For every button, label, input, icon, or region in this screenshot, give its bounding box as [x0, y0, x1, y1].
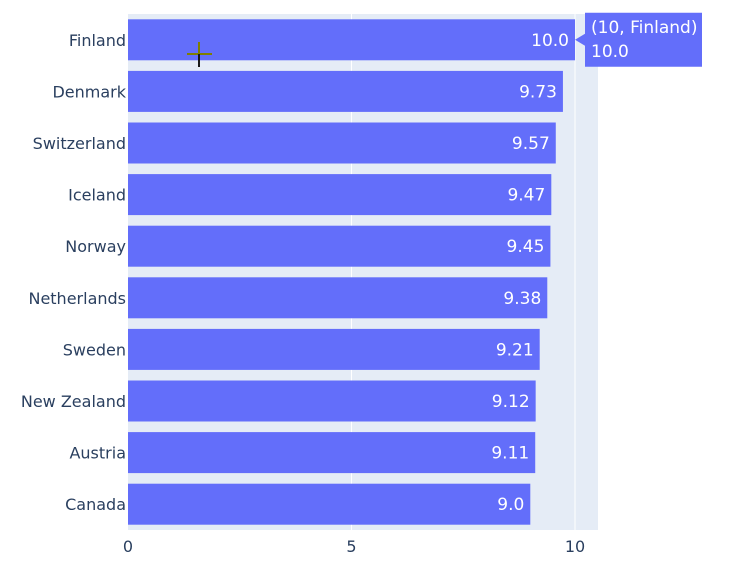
y-tick-label-denmark: Denmark — [52, 82, 126, 101]
y-tick-label-austria: Austria — [69, 444, 126, 463]
bar-switzerland[interactable] — [128, 122, 556, 164]
bar-denmark[interactable] — [128, 70, 563, 112]
bar-value-label-finland: 10.0 — [531, 31, 569, 51]
y-tick-label-finland: Finland — [69, 31, 126, 50]
bar-value-label-sweden: 9.21 — [496, 340, 534, 360]
y-tick-label-new-zealand: New Zealand — [21, 392, 126, 411]
bar-value-label-netherlands: 9.38 — [503, 289, 541, 309]
bar-value-label-austria: 9.11 — [491, 444, 529, 464]
y-tick-label-canada: Canada — [65, 495, 126, 514]
tooltip-box — [575, 12, 702, 67]
bar-value-label-canada: 9.0 — [497, 495, 524, 515]
tooltip-line-2: 10.0 — [591, 42, 629, 62]
y-tick-label-iceland: Iceland — [68, 186, 126, 205]
y-tick-label-netherlands: Netherlands — [28, 289, 126, 308]
bars — [128, 19, 575, 525]
tooltip-line-1: (10, Finland) — [591, 18, 697, 38]
hover-tooltip: (10, Finland) 10.0 — [575, 12, 702, 67]
bar-value-label-iceland: 9.47 — [507, 186, 545, 206]
bar-norway[interactable] — [128, 225, 551, 267]
y-tick-label-switzerland: Switzerland — [33, 134, 126, 153]
x-tick-label-5: 5 — [346, 537, 356, 556]
bar-value-label-switzerland: 9.57 — [512, 134, 550, 154]
x-tick-label-0: 0 — [123, 537, 133, 556]
crosshair-cursor-icon — [187, 42, 212, 67]
bar-netherlands[interactable] — [128, 277, 548, 319]
y-tick-label-sweden: Sweden — [63, 340, 126, 359]
bar-canada[interactable] — [128, 483, 531, 525]
bar-value-labels: 10.0 9.73 9.57 9.47 9.45 9.38 9.21 9.12 9.11 9.0 — [491, 31, 569, 515]
bar-value-label-denmark: 9.73 — [519, 82, 557, 102]
x-tick-label-10: 10 — [565, 537, 585, 556]
bar-new-zealand[interactable] — [128, 380, 536, 422]
bar-austria[interactable] — [128, 432, 536, 474]
bar-sweden[interactable] — [128, 328, 540, 370]
y-tick-label-norway: Norway — [65, 237, 126, 256]
bar-value-label-new-zealand: 9.12 — [492, 392, 530, 412]
x-axis-tick-labels: 0 5 10 — [123, 537, 585, 556]
bar-iceland[interactable] — [128, 174, 552, 216]
bar-value-label-norway: 9.45 — [507, 237, 545, 257]
y-axis-tick-labels: Finland Denmark Switzerland Iceland Norway Ne… — [21, 31, 127, 514]
